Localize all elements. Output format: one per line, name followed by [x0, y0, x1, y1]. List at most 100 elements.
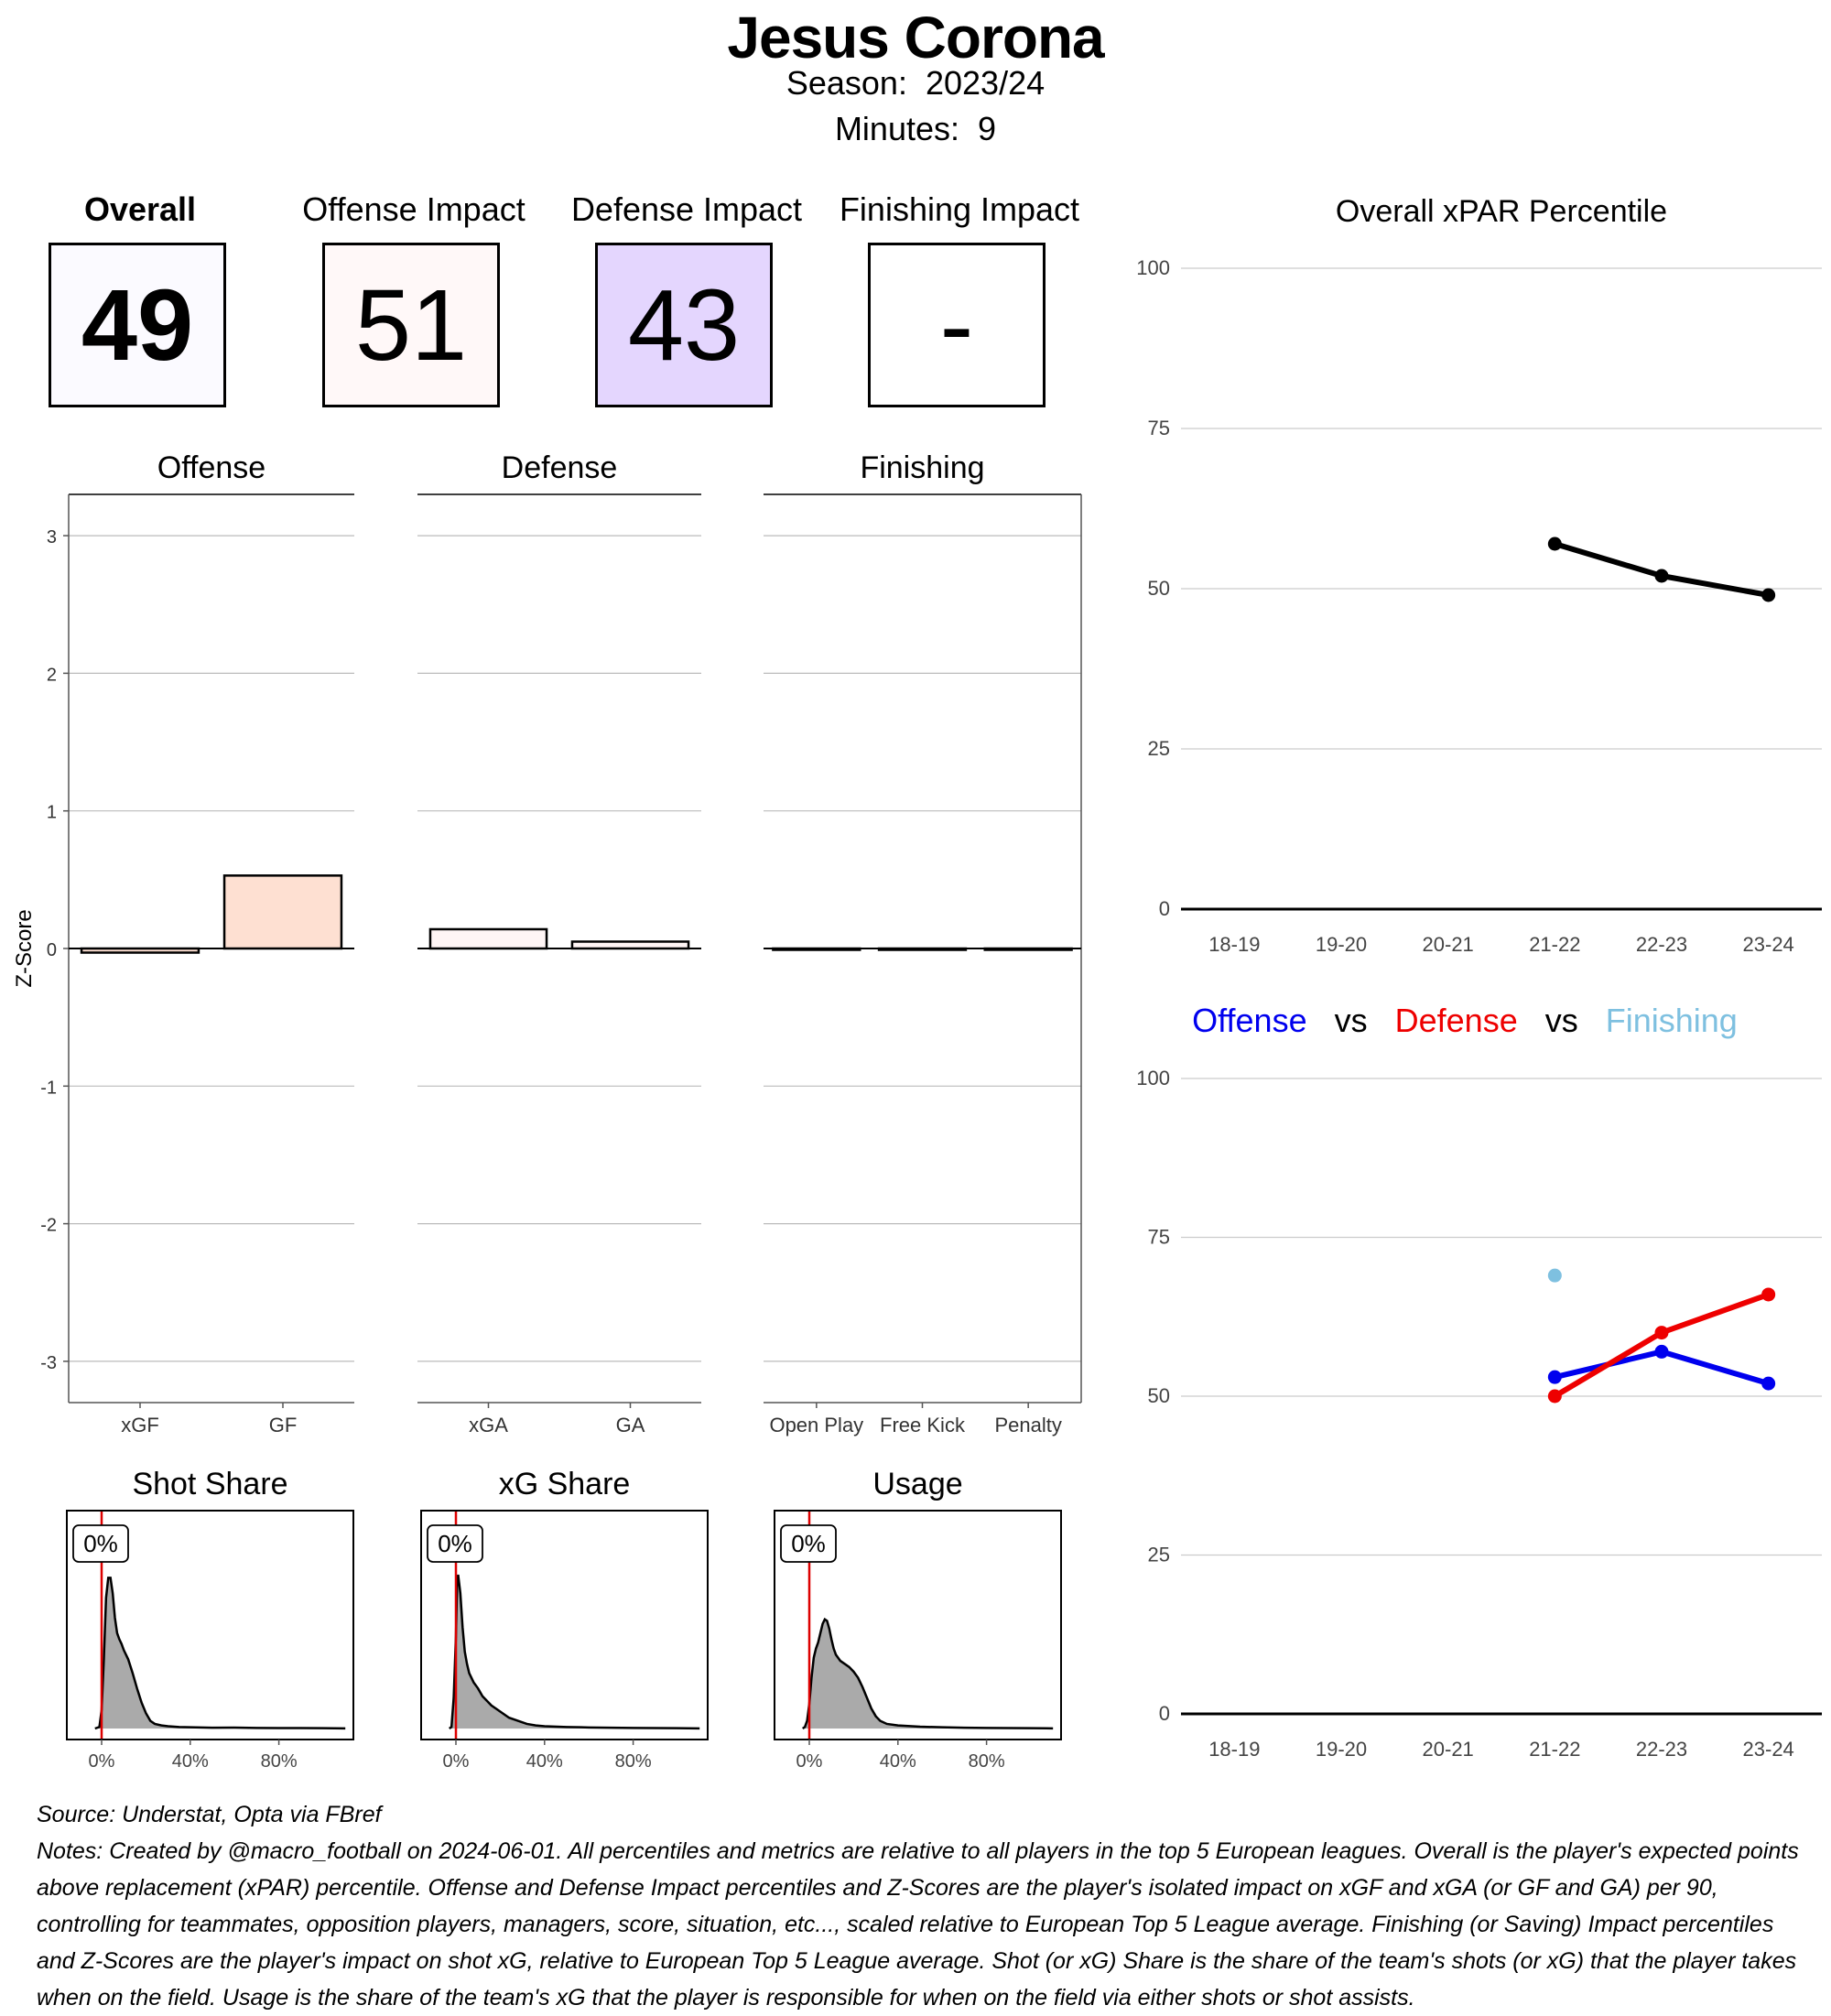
panel-title: Defense [502, 450, 618, 485]
x-tick-label: 21-22 [1529, 933, 1580, 956]
x-tick-label: 22-23 [1636, 933, 1687, 956]
density-curve [94, 1577, 346, 1730]
overall-card-label: Overall [83, 190, 197, 228]
finishing-impact-card-label: Finishing Impact [839, 190, 1080, 228]
offense-impact-card-label: Offense Impact [302, 190, 525, 228]
zscore-tick-label: 1 [47, 803, 57, 823]
y-tick-label: 100 [1136, 256, 1170, 279]
series-point-overall [1654, 569, 1669, 583]
panel-border [774, 1510, 1062, 1740]
zscore-bar-xga [428, 927, 548, 950]
density-panel-shot-share: Shot Share 0% 0% 40% 80% [66, 1467, 354, 1772]
category-label: Free Kick [880, 1414, 966, 1436]
player-value-badge [427, 1524, 483, 1563]
panel-title: Offense [157, 450, 265, 485]
y-tick-label: 0 [1159, 897, 1170, 920]
zscore-tick-label: 2 [47, 665, 57, 685]
x-tick-label: 22-23 [1636, 1738, 1687, 1761]
density-panel-xg-share: xG Share 0% 0% 40% 80% [420, 1467, 709, 1772]
panel-title: xG Share [499, 1467, 631, 1501]
x-tick-label: 0% [89, 1751, 115, 1772]
season-line: Season: 2023/24 [0, 64, 1831, 103]
density-panel-usage: Usage 0% 0% 40% 80% [774, 1467, 1062, 1772]
x-tick-label: 0% [443, 1751, 470, 1772]
zscore-tick-label: -3 [40, 1353, 57, 1373]
minutes-line: Minutes: 9 [0, 110, 1831, 148]
category-label: GF [269, 1414, 298, 1436]
category-label: GA [616, 1414, 645, 1436]
legend-finishing: Finishing [1605, 1002, 1738, 1039]
zscore-bar-gf [222, 874, 343, 950]
x-tick-label: 18-19 [1208, 1738, 1260, 1761]
zscore-tick-label: -1 [40, 1078, 57, 1098]
x-tick-label: 40% [526, 1751, 563, 1772]
series-point-offense [1547, 1370, 1562, 1384]
y-tick-label: 75 [1148, 417, 1170, 439]
component-percentile-line-chart: 0 25 50 75 100 18-19 19-20 20-21 21-22 22-23 23-24 [1136, 1067, 1822, 1761]
density-area [802, 1619, 1054, 1729]
panel-border [66, 1510, 354, 1740]
source-note: Source: Understat, Opta via FBref [37, 1802, 382, 1827]
density-curve [449, 1574, 700, 1730]
x-tick-label: 20-21 [1423, 1738, 1474, 1761]
minutes-label: Minutes: [834, 110, 959, 147]
legend-vs-2: vs [1544, 1002, 1578, 1039]
overall-xpar-line-chart: Overall xPAR Percentile 0 25 50 75 100 18-19 19… [1136, 194, 1822, 956]
x-tick-label: 21-22 [1529, 1738, 1580, 1761]
player-value-label: 0% [791, 1530, 826, 1557]
page-title: Jesus Corona [727, 5, 1104, 70]
legend-vs-1: vs [1334, 1002, 1368, 1039]
category-label: Penalty [994, 1414, 1061, 1436]
season-value: 2023/24 [925, 64, 1046, 102]
series-point-overall [1547, 537, 1562, 551]
zscore-bar-chart: Z-Score -3 -2 -1 0 1 2 3 Offense xGF GF Defense xGA G… [12, 450, 1082, 1436]
x-tick-label: 19-20 [1316, 1738, 1367, 1761]
x-tick-label: 23-24 [1743, 1738, 1794, 1761]
x-tick-label: 18-19 [1208, 933, 1260, 956]
panel-border [420, 1510, 709, 1740]
x-tick-label: 40% [172, 1751, 209, 1772]
zscore-tick-label: 0 [47, 940, 57, 960]
series-point-offense [1761, 1376, 1776, 1391]
offense-impact-card-value: 51 [322, 243, 500, 407]
series-point-offense [1654, 1344, 1669, 1359]
series-point-overall [1761, 588, 1776, 602]
series-point-defense [1654, 1326, 1669, 1340]
x-tick-label: 19-20 [1316, 933, 1367, 956]
y-tick-label: 50 [1148, 1384, 1170, 1407]
series-point-defense [1547, 1389, 1562, 1404]
player-value-badge [780, 1524, 837, 1563]
zscore-bar-ga [570, 940, 690, 950]
y-tick-label: 0 [1159, 1702, 1170, 1725]
y-tick-label: 25 [1148, 737, 1170, 760]
y-tick-label: 100 [1136, 1067, 1170, 1089]
density-area [94, 1577, 346, 1729]
x-tick-label: 23-24 [1743, 933, 1794, 956]
player-value-label: 0% [438, 1530, 472, 1557]
x-tick-label: 20-21 [1423, 933, 1474, 956]
series-point-finishing [1547, 1268, 1562, 1283]
notes-block: Source: Understat, Opta via FBref Notes:… [37, 1796, 1804, 2016]
component-legend: Offense vs Defense vs Finishing [1099, 1002, 1831, 1040]
overall-card-value: 49 [49, 243, 226, 407]
player-value-label: 0% [83, 1530, 118, 1557]
chart-title: Overall xPAR Percentile [1336, 194, 1667, 229]
y-tick-label: 50 [1148, 577, 1170, 600]
x-tick-label: 80% [261, 1751, 298, 1772]
finishing-impact-card-value: - [868, 243, 1046, 407]
methodology-note: Notes: Created by @macro_football on 202… [37, 1838, 1799, 2011]
y-tick-label: 75 [1148, 1226, 1170, 1249]
zscore-panel-finishing: Finishing Open Play Free Kick Penalty [764, 450, 1082, 1436]
zscore-tick-label: 3 [47, 527, 57, 547]
defense-impact-card-label: Defense Impact [570, 190, 803, 228]
x-tick-label: 0% [796, 1751, 823, 1772]
zscore-tick-label: -2 [40, 1216, 57, 1236]
zscore-axis-label: Z-Score [12, 909, 37, 987]
player-value-badge [72, 1524, 129, 1563]
legend-defense: Defense [1394, 1002, 1518, 1039]
x-tick-label: 80% [615, 1751, 652, 1772]
y-tick-label: 25 [1148, 1544, 1170, 1566]
legend-offense: Offense [1192, 1002, 1307, 1039]
defense-impact-card-value: 43 [595, 243, 773, 407]
zscore-panel-defense: Defense xGA GA [417, 450, 701, 1436]
